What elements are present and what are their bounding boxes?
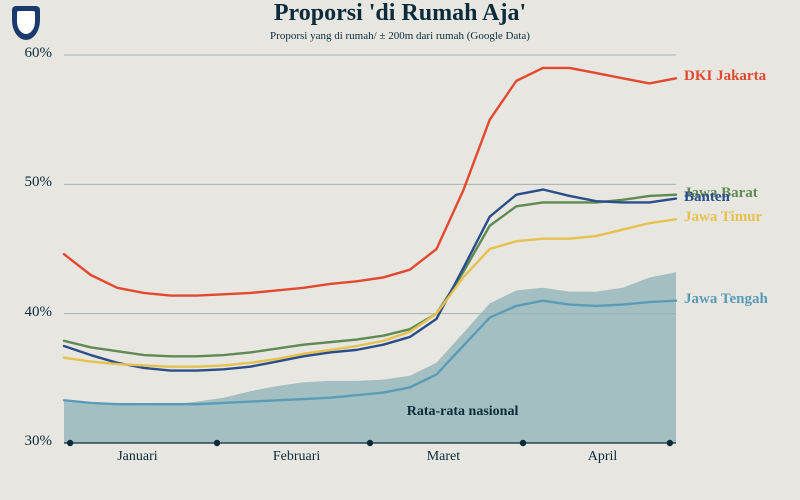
x-axis-label: Februari [273, 449, 320, 465]
x-axis-label: Januari [117, 449, 157, 465]
chart-plot-area [60, 55, 680, 460]
national-area-label: Rata-rata nasional [407, 404, 519, 420]
series-label: Banten [684, 189, 730, 206]
y-axis-label: 40% [2, 304, 52, 321]
y-axis-label: 30% [2, 433, 52, 450]
chart-subtitle: Proporsi yang di rumah/ ± 200m dari ruma… [0, 30, 800, 42]
y-axis-label: 60% [2, 45, 52, 62]
x-axis-label: April [588, 449, 618, 465]
series-label: Jawa Timur [684, 209, 762, 226]
y-axis-label: 50% [2, 174, 52, 191]
series-label: Jawa Tengah [684, 291, 768, 308]
chart-svg [60, 55, 680, 460]
chart-title: Proporsi 'di Rumah Aja' [0, 0, 800, 27]
series-label: DKI Jakarta [684, 68, 766, 85]
x-axis-label: Maret [427, 449, 460, 465]
